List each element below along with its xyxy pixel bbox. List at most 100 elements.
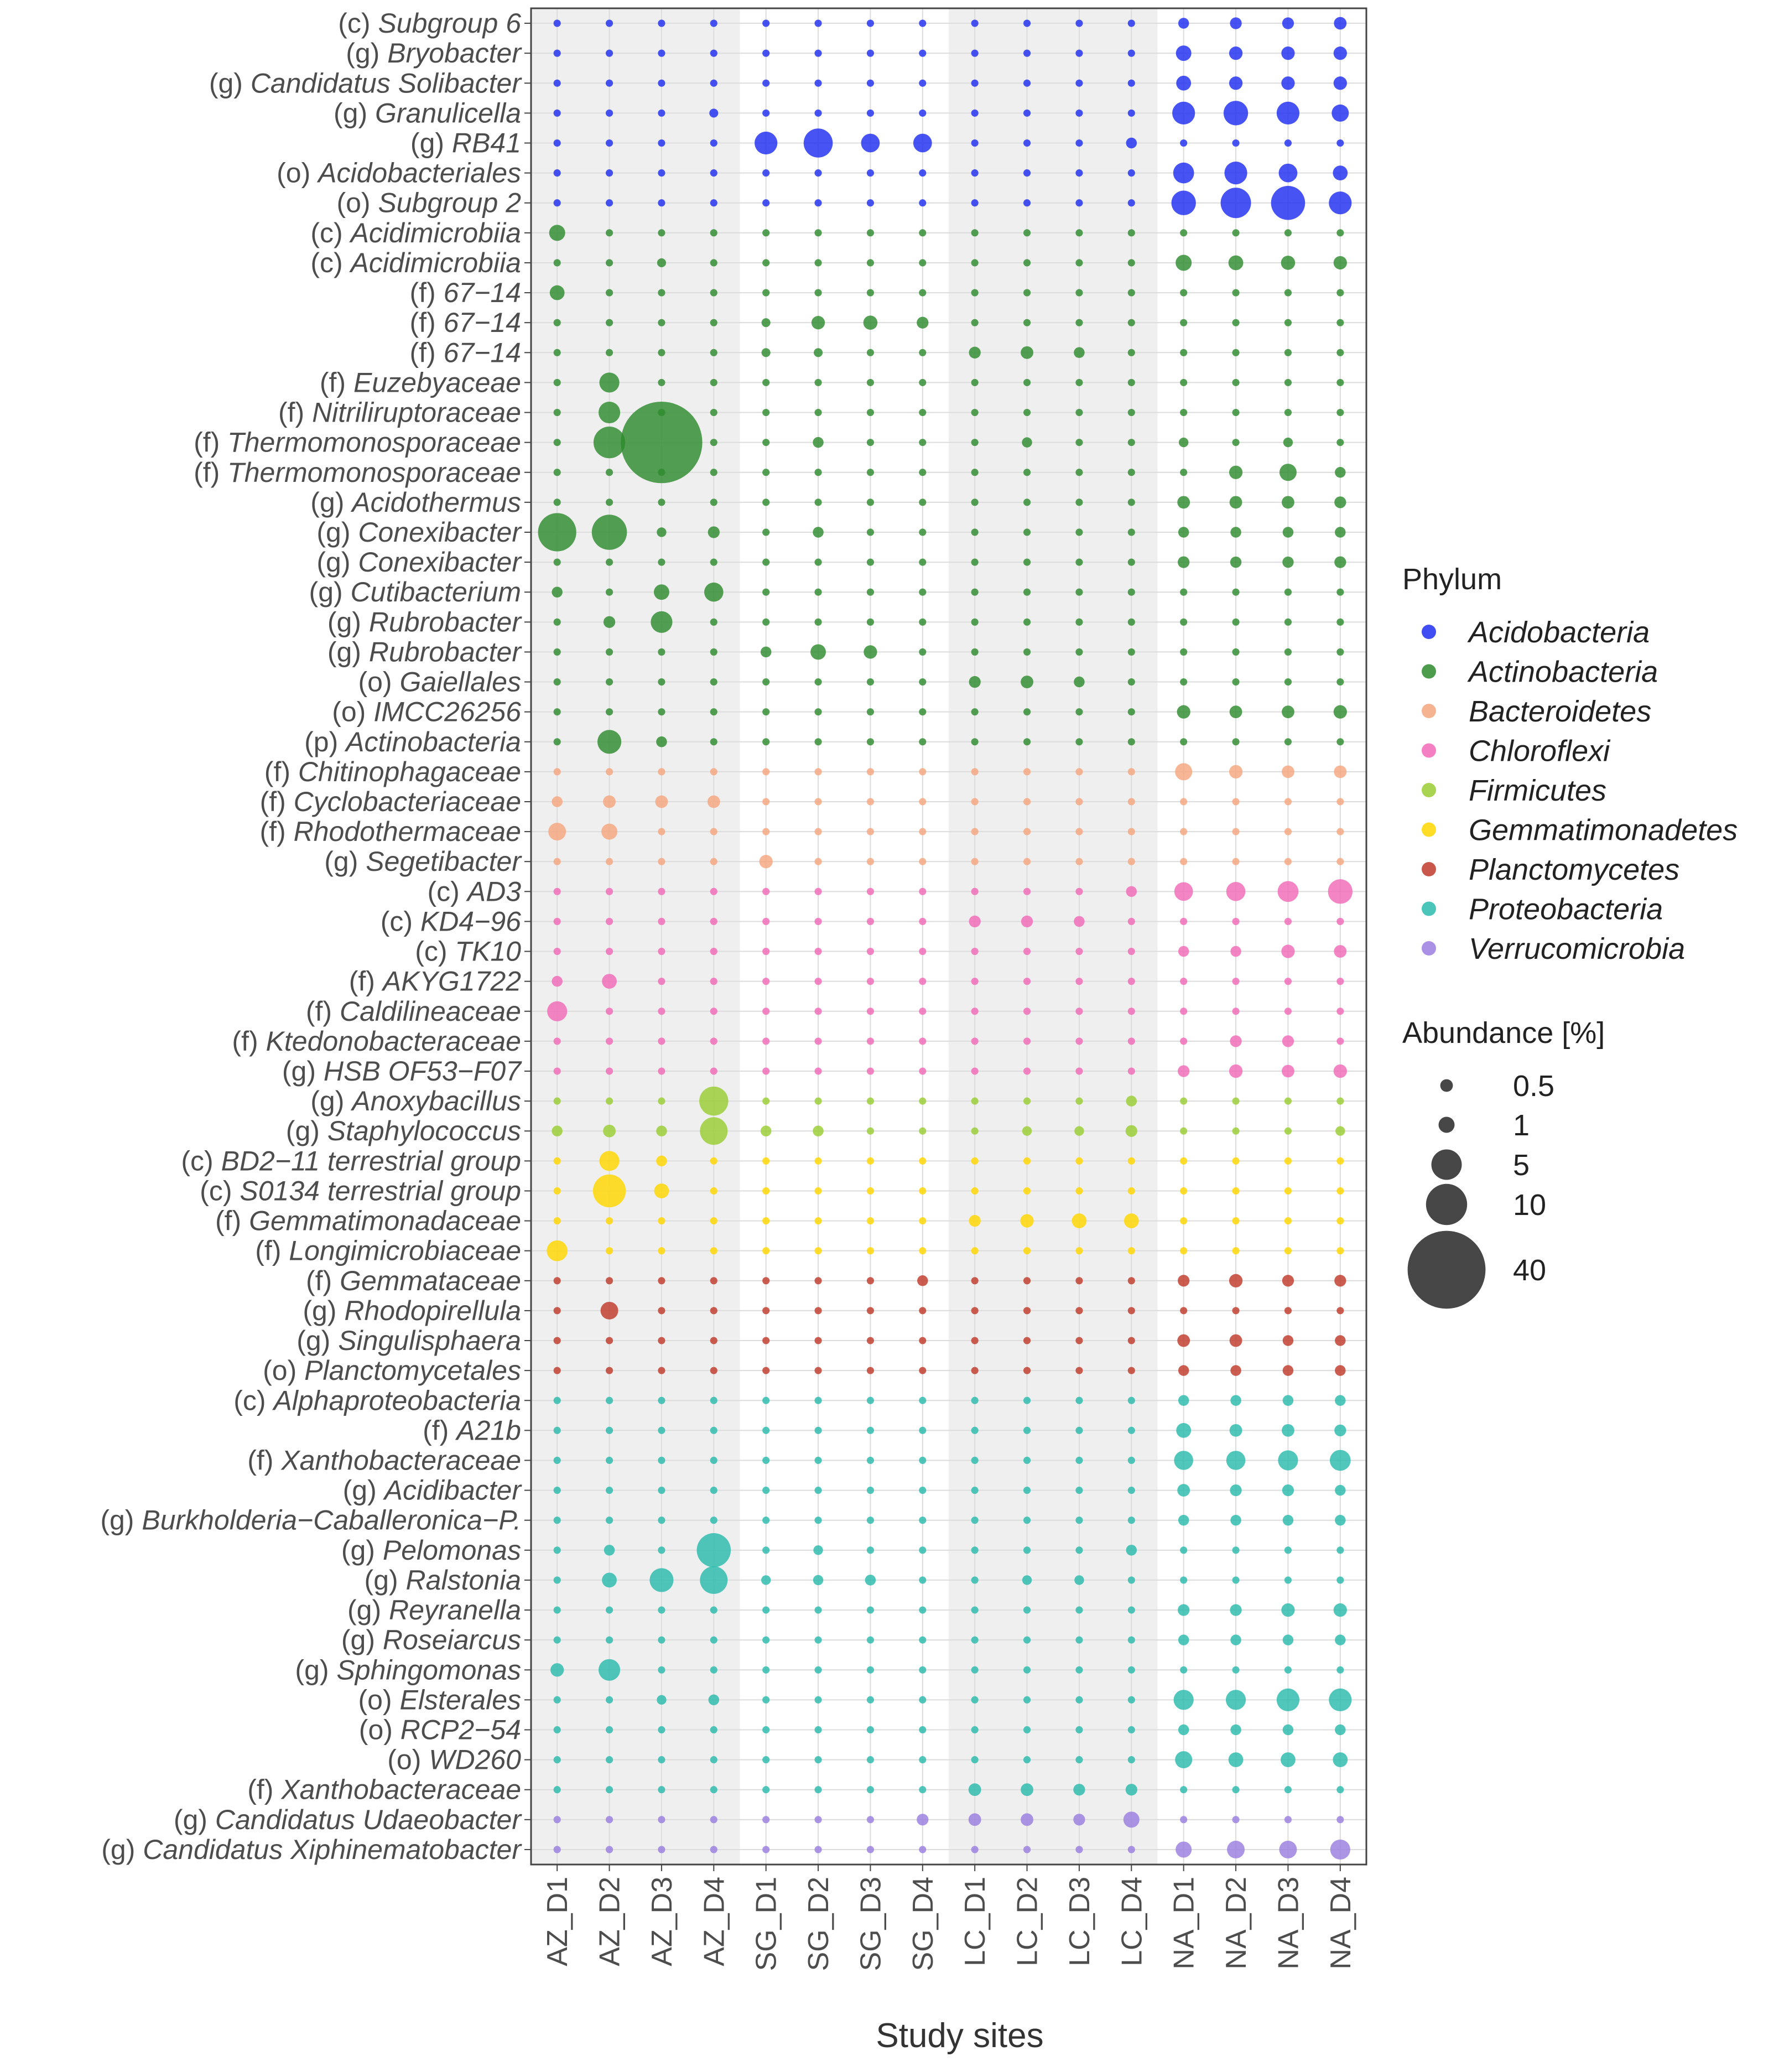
y-tick-label: (g) Cutibacterium bbox=[309, 577, 521, 607]
bubble bbox=[700, 1117, 728, 1145]
bubble bbox=[1281, 1752, 1296, 1767]
bubble bbox=[710, 469, 717, 476]
y-tick-label: (o) Elsterales bbox=[358, 1684, 521, 1715]
legend-size-label: 5 bbox=[1513, 1149, 1530, 1182]
x-axis-title: Study sites bbox=[876, 2017, 1043, 2055]
bubble bbox=[919, 558, 927, 566]
bubble bbox=[814, 1426, 822, 1434]
bubble bbox=[1073, 1814, 1085, 1826]
bubble bbox=[919, 528, 927, 536]
bubble bbox=[710, 1606, 717, 1614]
bubble bbox=[814, 469, 822, 476]
bubble bbox=[1023, 1067, 1031, 1075]
legend-label: Gemmatimonadetes bbox=[1469, 814, 1738, 847]
y-tick-label: (g) Candidatus Solibacter bbox=[209, 67, 523, 98]
bubble bbox=[814, 229, 822, 237]
bubble bbox=[971, 978, 979, 985]
bubble bbox=[919, 1008, 927, 1015]
bubble bbox=[1180, 1157, 1188, 1165]
bubble bbox=[553, 469, 561, 476]
bubble bbox=[1333, 256, 1347, 270]
bubble bbox=[1180, 648, 1188, 656]
bubble bbox=[1232, 1127, 1240, 1135]
bubble bbox=[866, 1067, 875, 1075]
bubble bbox=[1127, 798, 1135, 806]
bubble bbox=[1127, 49, 1135, 57]
bubble bbox=[1075, 469, 1083, 476]
bubble bbox=[1127, 259, 1135, 267]
bubble bbox=[814, 1846, 822, 1853]
bubble bbox=[658, 498, 665, 506]
bubble bbox=[762, 1517, 770, 1524]
bubble bbox=[971, 199, 979, 207]
bubble bbox=[1127, 469, 1135, 476]
bubble bbox=[814, 1037, 822, 1045]
bubble bbox=[1232, 648, 1240, 656]
bubble bbox=[1023, 19, 1031, 27]
bubble bbox=[813, 437, 824, 448]
bubble bbox=[866, 528, 875, 536]
bubble bbox=[1279, 464, 1297, 481]
x-tick-label: LC_D1 bbox=[959, 1877, 991, 1966]
bubble bbox=[1336, 1097, 1344, 1105]
bubble bbox=[1075, 169, 1083, 177]
y-tick-label: (g) Bryobacter bbox=[346, 38, 522, 69]
y-tick-label: (c) Alphaproteobacteria bbox=[233, 1385, 521, 1416]
bubble bbox=[1127, 378, 1135, 386]
bubble bbox=[658, 1786, 665, 1794]
legend-key-planctomycetes bbox=[1422, 862, 1436, 876]
bubble bbox=[605, 768, 613, 776]
bubble bbox=[971, 528, 979, 536]
bubble bbox=[814, 978, 822, 985]
bubble bbox=[919, 1097, 927, 1105]
bubble bbox=[1023, 1756, 1031, 1764]
bubble bbox=[1232, 378, 1240, 386]
bubble bbox=[599, 1151, 620, 1171]
bubble bbox=[866, 199, 875, 207]
bubble bbox=[1023, 79, 1031, 87]
bubble bbox=[553, 708, 561, 716]
bubble bbox=[658, 1546, 665, 1554]
bubble bbox=[1177, 1334, 1190, 1347]
bubble bbox=[605, 1816, 613, 1824]
bubble bbox=[1336, 1187, 1344, 1195]
bubble bbox=[814, 1487, 822, 1494]
bubble bbox=[866, 1606, 875, 1614]
bubble bbox=[1075, 798, 1083, 806]
bubble bbox=[1180, 1008, 1188, 1015]
bubble bbox=[1023, 49, 1031, 57]
bubble bbox=[658, 558, 665, 566]
bubble bbox=[1022, 1575, 1032, 1585]
bubble bbox=[919, 858, 927, 865]
bubble bbox=[814, 79, 822, 87]
bubble bbox=[553, 1067, 561, 1075]
bubble bbox=[658, 1517, 665, 1524]
bubble bbox=[762, 79, 770, 87]
bubble bbox=[1180, 1187, 1188, 1195]
bubble bbox=[866, 1426, 875, 1434]
bubble bbox=[971, 618, 979, 626]
bubble bbox=[919, 618, 927, 626]
bubble bbox=[919, 1367, 927, 1374]
bubble bbox=[1127, 79, 1135, 87]
bubble bbox=[1177, 1484, 1190, 1497]
bubble bbox=[1075, 1067, 1083, 1075]
bubble bbox=[1284, 738, 1292, 746]
bubble bbox=[1232, 1307, 1240, 1315]
bubble bbox=[553, 1576, 561, 1584]
bubble bbox=[710, 439, 717, 446]
bubble bbox=[971, 1127, 979, 1135]
bubble bbox=[1284, 1786, 1292, 1794]
bubble bbox=[657, 258, 667, 268]
bubble bbox=[1284, 289, 1292, 297]
bubble bbox=[919, 1487, 927, 1494]
bubble bbox=[762, 1008, 770, 1015]
bubble bbox=[710, 1157, 717, 1165]
bubble bbox=[1284, 1546, 1292, 1554]
bubble bbox=[1230, 17, 1242, 29]
bubble bbox=[710, 79, 717, 87]
bubble bbox=[658, 1307, 665, 1315]
bubble bbox=[658, 1337, 665, 1344]
bubble bbox=[658, 828, 665, 835]
bubble bbox=[861, 133, 880, 153]
